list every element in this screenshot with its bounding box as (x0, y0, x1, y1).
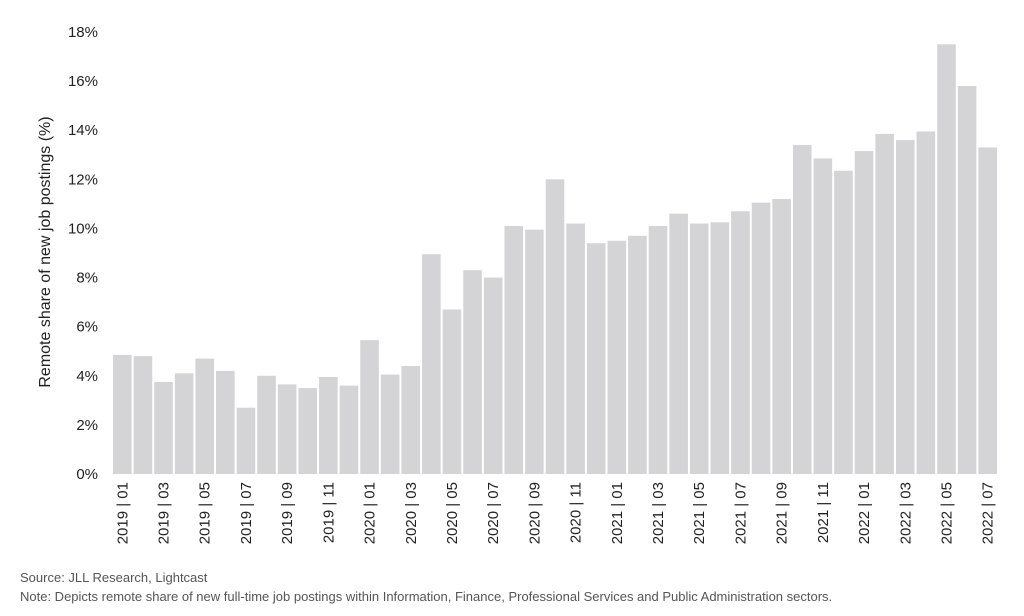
bar (216, 370, 235, 474)
bar (133, 356, 153, 474)
bar (339, 385, 359, 474)
bar (689, 223, 709, 474)
bar (875, 133, 894, 474)
bar (895, 140, 915, 475)
x-tick-label: 2022 | 07 (980, 482, 997, 544)
bar (298, 388, 318, 474)
x-tick-label: 2019 | 07 (238, 482, 255, 544)
bar (607, 240, 627, 474)
bar-chart: 0%2%4%6%8%10%12%14%16%18% 2019 | 01 2019 … (37, 24, 997, 544)
bar (483, 277, 503, 474)
bar (360, 340, 379, 474)
bar (422, 254, 441, 474)
y-tick-label: 4% (76, 368, 98, 385)
x-tick-label: 2022 | 01 (856, 482, 873, 544)
bar (957, 86, 977, 475)
bar (236, 407, 256, 474)
bar (628, 235, 647, 474)
bar (154, 381, 173, 474)
x-tick-label: 2020 | 05 (444, 482, 461, 544)
x-tick-label: 2019 | 05 (197, 482, 214, 544)
bar (277, 384, 297, 474)
y-tick-label: 18% (68, 24, 98, 41)
bar (504, 225, 524, 474)
bar (401, 365, 421, 474)
bar (566, 223, 585, 474)
x-tick-label: 2021 | 07 (732, 482, 749, 544)
bar (174, 373, 194, 474)
x-tick-label: 2021 | 01 (609, 482, 626, 544)
y-tick-label: 14% (68, 122, 98, 139)
bar (710, 222, 730, 474)
x-tick-label: 2019 | 01 (114, 482, 131, 544)
x-tick-label: 2019 | 09 (279, 482, 296, 544)
x-tick-label: 2020 | 03 (403, 482, 420, 544)
bar (834, 170, 853, 475)
bar (463, 270, 482, 474)
bar (854, 151, 874, 474)
bar (772, 198, 791, 475)
bar (319, 377, 338, 474)
bar (257, 375, 276, 474)
x-tick-label: 2020 | 01 (362, 482, 379, 544)
y-tick-label: 8% (76, 270, 98, 287)
bar (380, 374, 400, 474)
bar (525, 229, 544, 474)
bar (937, 44, 956, 474)
x-tick-label: 2022 | 03 (897, 482, 914, 544)
bar (113, 354, 132, 474)
bar (669, 213, 688, 474)
bar (978, 147, 997, 474)
y-tick-label: 12% (68, 171, 98, 188)
y-tick-label: 2% (76, 417, 98, 434)
bar (731, 211, 750, 474)
bar (751, 202, 771, 474)
x-tick-label: 2021 | 11 (815, 482, 832, 543)
x-tick-label: 2019 | 03 (156, 482, 173, 544)
y-tick-label: 10% (68, 220, 98, 237)
y-axis-ticks: 0% 2% 4% 6% 8% 10% 12% 14% 16% 18% (68, 24, 98, 483)
y-tick-label: 0% (76, 466, 98, 483)
footnote: Note: Depicts remote share of new full-t… (20, 589, 833, 604)
x-axis-ticks: 2019 | 01 2019 | 03 2019 | 05 2019 | 07 2019… (114, 482, 996, 544)
y-tick-label: 6% (76, 319, 98, 336)
bar (916, 131, 936, 474)
bar (648, 225, 668, 474)
x-tick-label: 2020 | 07 (485, 482, 502, 544)
bar (545, 179, 565, 474)
y-tick-label: 16% (68, 73, 98, 90)
bar (792, 144, 812, 474)
y-axis-title: Remote share of new job postings (%) (37, 116, 54, 387)
x-tick-label: 2020 | 11 (568, 482, 585, 543)
x-tick-label: 2021 | 03 (650, 482, 667, 544)
x-tick-label: 2021 | 09 (774, 482, 791, 544)
bar (586, 243, 606, 474)
x-tick-label: 2022 | 05 (938, 482, 955, 544)
x-tick-label: 2019 | 11 (320, 482, 337, 543)
x-tick-label: 2021 | 05 (691, 482, 708, 544)
bar (813, 158, 833, 474)
x-tick-label: 2020 | 09 (526, 482, 543, 544)
bar (195, 358, 215, 474)
bar (442, 309, 462, 474)
bar-series (113, 44, 997, 475)
source-note: Source: JLL Research, Lightcast (20, 570, 208, 585)
